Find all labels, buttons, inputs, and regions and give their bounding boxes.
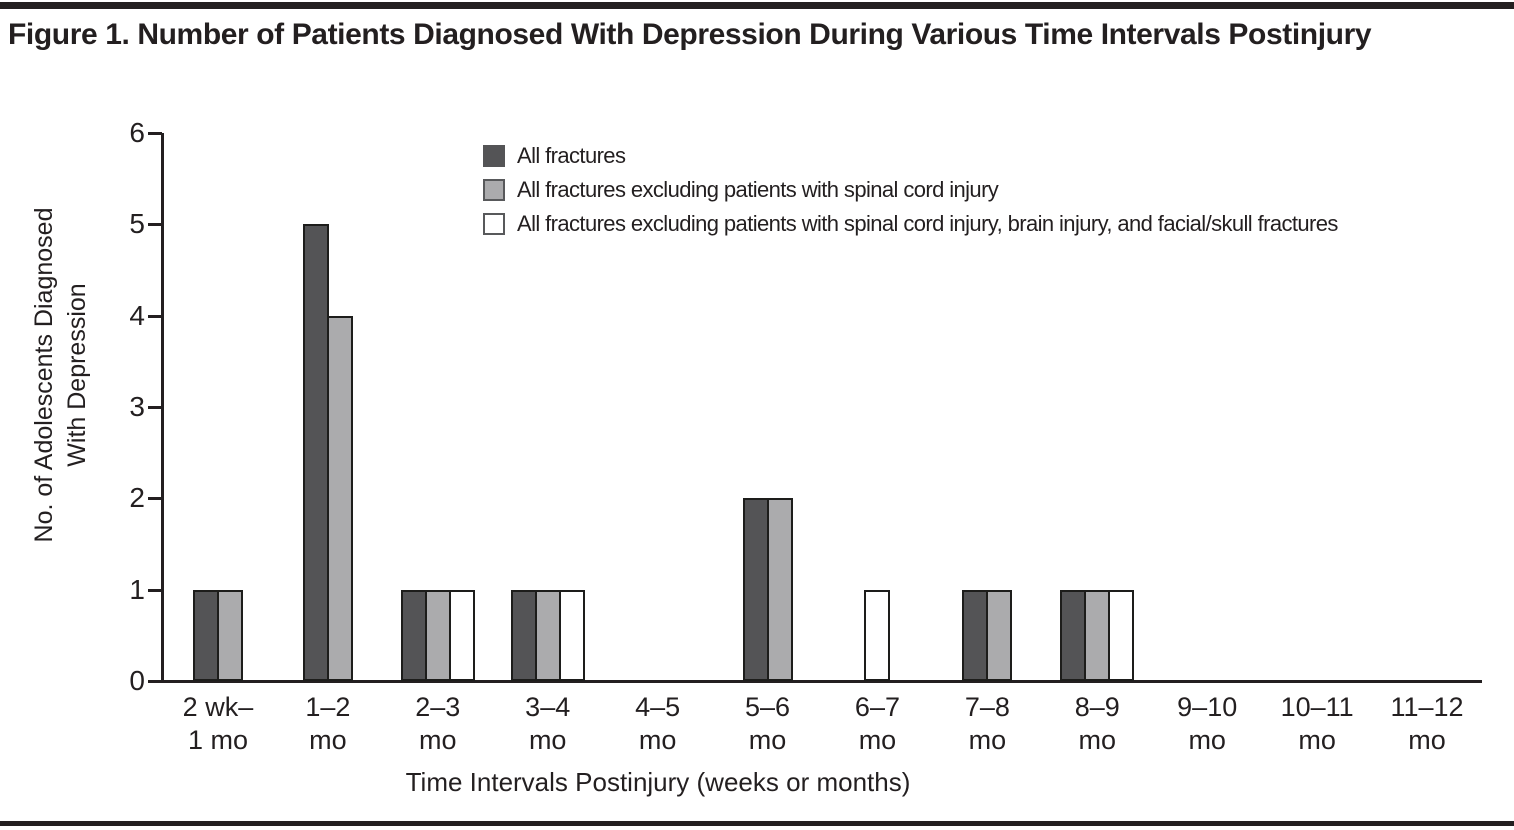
x-tick-label: 11–12 mo [1390,692,1464,755]
legend: All fractures All fractures excluding pa… [483,143,1338,245]
y-tick-label: 3 [129,391,145,422]
bar [192,589,219,681]
x-axis-line [161,680,1482,683]
x-axis-title: Time Intervals Postinjury (weeks or mont… [405,767,911,797]
y-tick-mark [148,680,162,683]
y-tick-mark [148,588,162,592]
x-tick-label: 4–5 mo [635,692,681,755]
bar [216,589,243,681]
x-tick-label: 3–4 mo [525,692,571,755]
bar [962,589,989,681]
bar [986,589,1013,681]
bar [766,498,793,681]
y-tick-mark [148,314,162,318]
y-tick-label: 2 [129,482,145,514]
legend-label: All fractures excluding patients with sp… [517,177,999,202]
y-tick-mark [148,132,162,135]
x-tick-label: 9–10 mo [1177,692,1238,755]
x-tick-label: 10–11 mo [1280,692,1354,755]
legend-swatch-white-icon [483,213,505,235]
bar [448,589,475,681]
y-tick-mark [148,497,162,501]
figure-title: Figure 1. Number of Patients Diagnosed W… [8,18,1372,51]
x-tick-label: 8–9 mo [1074,692,1120,755]
bar [864,589,891,681]
legend-item-all-fractures: All fractures [483,143,1338,169]
legend-swatch-dark-icon [483,145,505,167]
y-tick-mark [148,406,162,409]
bar [510,589,537,681]
bar [1108,589,1135,681]
bar [1084,589,1111,681]
x-tick-label: 1–2 mo [305,692,351,755]
x-tick-label: 2–3 mo [415,692,461,755]
bar [742,498,769,681]
x-tick-label: 5–6 mo [745,692,791,755]
legend-item-excluding-sci: All fractures excluding patients with sp… [483,177,1338,203]
x-tick-label: 7–8 mo [964,692,1010,755]
legend-label: All fractures [517,143,626,168]
legend-swatch-gray-icon [483,179,505,201]
bar [302,224,329,681]
y-tick-label: 1 [129,573,145,605]
bar [326,315,353,681]
x-tick-label: 6–7 mo [854,692,900,755]
y-axis-title: No. of Adolescents Diagnosed With Depres… [30,207,91,543]
bar [534,589,561,681]
y-tick-label: 4 [129,299,145,331]
bar [1060,589,1087,681]
y-tick-label: 6 [129,117,145,148]
y-axis-line [161,133,164,683]
x-tick-label: 2 wk– 1 mo [182,692,254,755]
bottom-rule [0,821,1514,826]
bar [400,589,427,681]
bar [424,589,451,681]
legend-label: All fractures excluding patients with sp… [517,211,1338,236]
y-tick-label: 0 [129,665,145,696]
legend-item-excluding-sci-brain-facial: All fractures excluding patients with sp… [483,211,1338,237]
y-tick-label: 5 [129,208,145,240]
bar [558,589,585,681]
y-tick-mark [148,223,162,227]
top-rule [0,2,1514,9]
